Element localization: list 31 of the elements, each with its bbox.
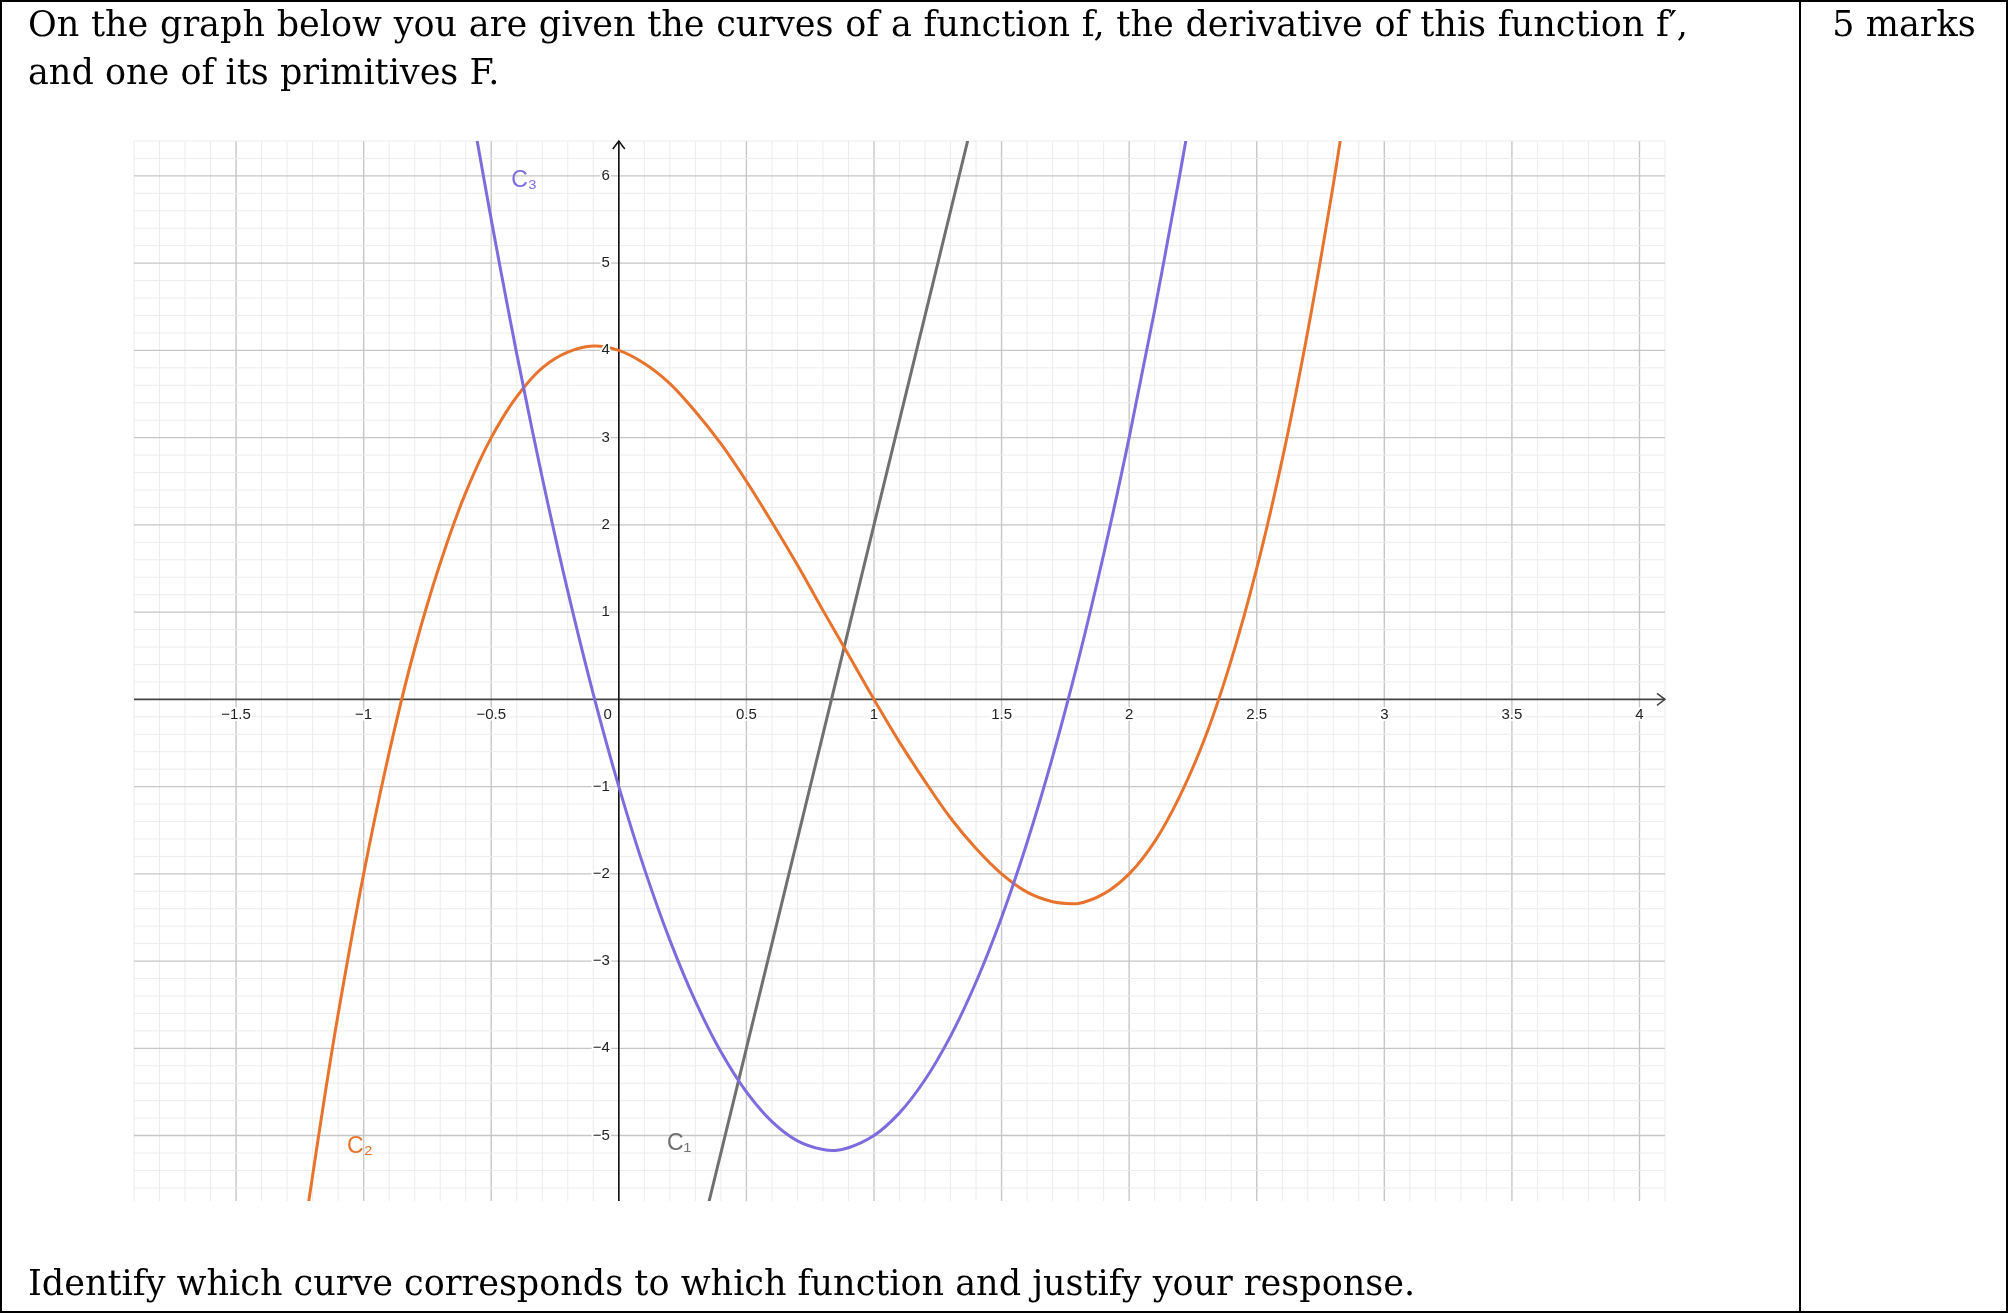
x-tick-label: 0.5 [735,705,757,723]
x-tick-label: 3.5 [1501,705,1523,723]
y-tick-label: −3 [592,951,610,969]
chart-title: On the graph below you are given the curves of a function f, the derivative of this function f′, and one of its primitives F. [28,3,1688,94]
x-tick-label: 1.5 [991,705,1012,723]
line-series [475,141,1188,1152]
x-tick-label: 2 [1124,705,1134,723]
x-tick-label: −0.5 [476,705,507,723]
y-tick-label: 2 [601,514,610,532]
x-tick-label: 3 [1380,705,1389,723]
y-tick-label: −5 [592,1125,610,1143]
line-series [307,141,1342,1201]
y-tick-label: −4 [592,1038,610,1056]
series-label: C₁ [666,1129,692,1156]
text: Identify which curve corresponds to which function and justify your response. [28,1262,1417,1305]
text: 5 marks [1831,3,1977,46]
y-tick-label: 6 [601,165,610,183]
x-tick-label: −1.5 [221,705,251,723]
x-tick-label: 1 [869,705,879,723]
y-tick-label: 3 [601,427,610,445]
series-label: C₂ [347,1132,373,1159]
x-tick-label: 0 [603,705,612,723]
y-tick-label: 1 [601,602,610,620]
line-series [707,141,970,1201]
series-label: C₃ [511,166,538,193]
x-tick-label: 4 [1635,705,1644,723]
y-tick-label: −2 [592,863,610,881]
x-tick-label: −1 [355,705,373,723]
x-tick-label: 2.5 [1246,705,1268,723]
y-tick-label: −1 [592,776,610,794]
y-tick-label: 5 [601,253,610,271]
